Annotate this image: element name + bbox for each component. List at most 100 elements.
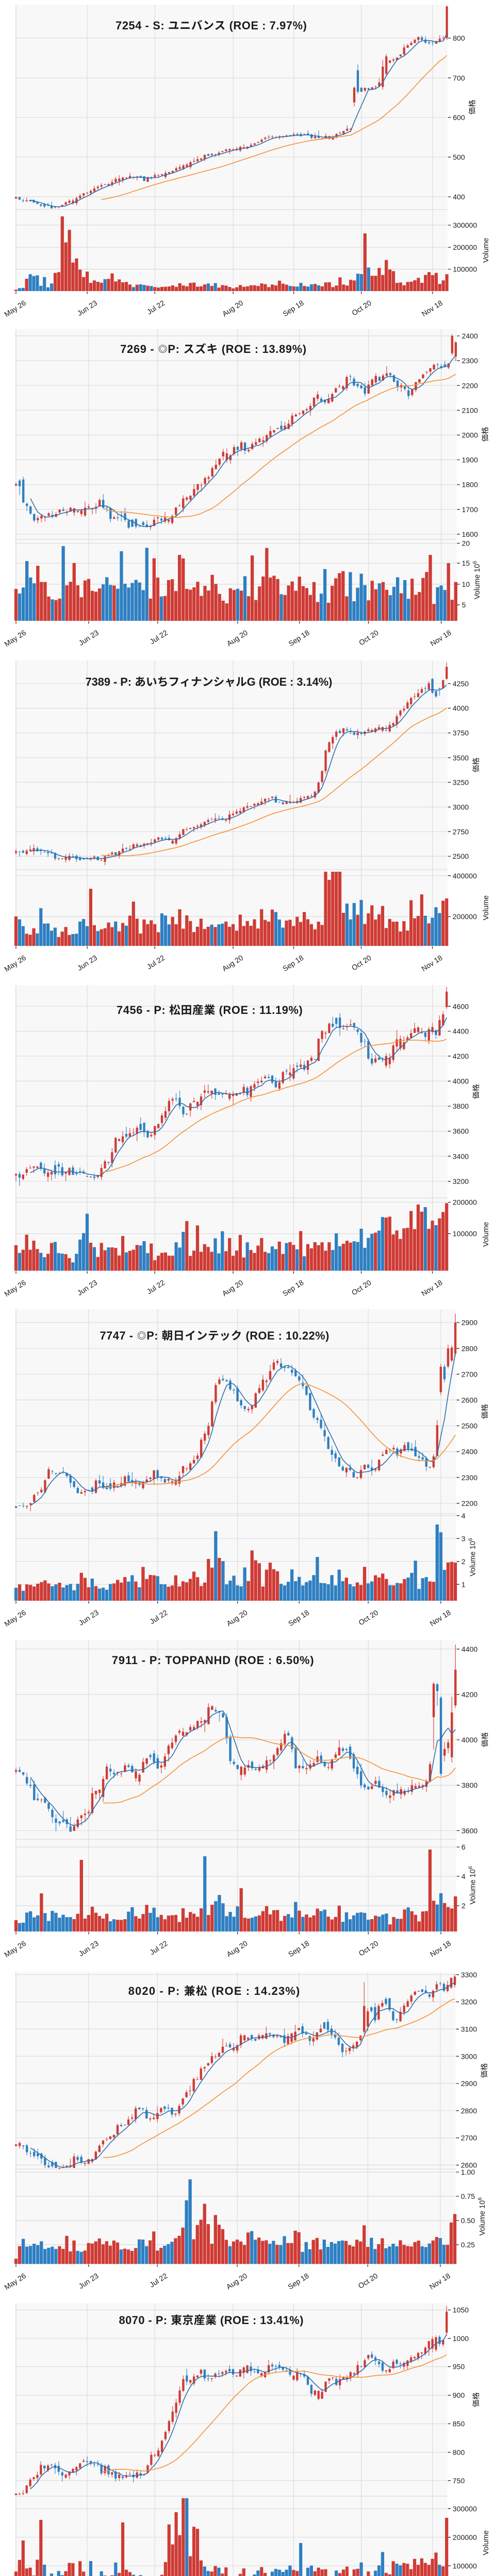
svg-text:2400: 2400: [461, 1448, 478, 1456]
svg-text:Volume: Volume: [482, 2530, 490, 2555]
svg-text:4000: 4000: [453, 704, 469, 713]
svg-text:15: 15: [462, 559, 470, 567]
svg-text:(ROE : 13.89%): (ROE : 13.89%): [218, 343, 307, 355]
svg-text:2750: 2750: [453, 827, 469, 836]
svg-text:4200: 4200: [461, 1690, 478, 1699]
svg-text:0.25: 0.25: [461, 2241, 475, 2249]
svg-text:10: 10: [462, 580, 470, 588]
svg-text:1800: 1800: [462, 481, 478, 489]
svg-text:3250: 3250: [453, 778, 469, 787]
svg-text:1000: 1000: [453, 2334, 469, 2343]
svg-text:20: 20: [462, 539, 470, 548]
svg-text:4250: 4250: [453, 680, 469, 688]
svg-text:2600: 2600: [461, 1396, 478, 1404]
svg-text:7747 -: 7747 -: [100, 1329, 137, 1342]
svg-text:1700: 1700: [462, 505, 478, 514]
svg-text:P:: P:: [168, 343, 183, 355]
svg-text:3750: 3750: [453, 729, 469, 737]
svg-text:0.50: 0.50: [461, 2216, 475, 2225]
svg-text:P:: P:: [146, 1329, 161, 1342]
svg-text:3500: 3500: [453, 754, 469, 762]
svg-text:100000: 100000: [453, 2562, 477, 2570]
svg-text:200000: 200000: [453, 1198, 477, 1207]
svg-text:1600: 1600: [462, 530, 478, 538]
svg-text:800: 800: [453, 2448, 465, 2456]
svg-text:2800: 2800: [461, 2107, 477, 2115]
svg-text:1: 1: [461, 1580, 466, 1588]
svg-text:7254 - S:: 7254 - S:: [116, 19, 168, 32]
svg-text:4400: 4400: [461, 1645, 478, 1653]
svg-text:4000: 4000: [461, 1736, 478, 1744]
svg-text:3300: 3300: [461, 1971, 477, 1979]
svg-text:3200: 3200: [453, 1177, 469, 1185]
svg-text:2400: 2400: [462, 332, 478, 340]
svg-text:300000: 300000: [453, 2504, 477, 2513]
svg-text:2700: 2700: [461, 1370, 478, 1378]
svg-text:600: 600: [453, 113, 465, 122]
svg-text:400: 400: [453, 193, 465, 201]
svg-text:4600: 4600: [453, 1002, 469, 1010]
svg-text:(ROE : 14.23%): (ROE : 14.23%): [208, 1985, 301, 1997]
svg-text:4: 4: [461, 1872, 466, 1880]
svg-text:3000: 3000: [453, 803, 469, 811]
svg-text:750: 750: [453, 2477, 465, 2485]
svg-text:Volume: Volume: [482, 1222, 490, 1247]
svg-text:1.00: 1.00: [461, 2168, 475, 2176]
svg-text:1900: 1900: [462, 456, 478, 464]
svg-text:400000: 400000: [453, 872, 477, 880]
svg-text:3000: 3000: [461, 2052, 477, 2060]
svg-text:Volume 106: Volume 106: [477, 2197, 487, 2236]
svg-text:3600: 3600: [461, 1826, 478, 1835]
svg-text:7911 - P: TOPPANHD (ROE : 6.50: 7911 - P: TOPPANHD (ROE : 6.50%): [112, 1654, 315, 1667]
svg-text:100000: 100000: [453, 1230, 477, 1238]
svg-text:200000: 200000: [453, 912, 477, 921]
svg-text:300000: 300000: [453, 221, 477, 229]
svg-text:2300: 2300: [461, 1473, 478, 1482]
svg-text:G (ROE : 3.14%): G (ROE : 3.14%): [247, 675, 333, 688]
svg-text:(ROE : 11.19%): (ROE : 11.19%): [216, 1004, 303, 1016]
svg-text:(ROE : 10.22%): (ROE : 10.22%): [242, 1329, 329, 1342]
svg-text:800: 800: [453, 34, 465, 42]
svg-text:4400: 4400: [453, 1027, 469, 1036]
svg-text:(ROE : 13.41%): (ROE : 13.41%): [217, 2314, 304, 2327]
svg-text:2000: 2000: [462, 431, 478, 439]
svg-text:7456 - P:: 7456 - P:: [117, 1004, 169, 1016]
svg-text:850: 850: [453, 2420, 465, 2428]
svg-text:3800: 3800: [453, 1102, 469, 1110]
svg-text:2700: 2700: [461, 2134, 477, 2142]
svg-text:4200: 4200: [453, 1052, 469, 1060]
svg-text:3200: 3200: [461, 1998, 477, 2006]
svg-text:500: 500: [453, 153, 465, 161]
svg-text:2900: 2900: [461, 2079, 477, 2088]
svg-text:7269 -: 7269 -: [120, 343, 158, 355]
svg-text:900: 900: [453, 2391, 465, 2399]
svg-text:3600: 3600: [453, 1127, 469, 1136]
svg-text:2600: 2600: [461, 2161, 477, 2170]
svg-text:2200: 2200: [461, 1499, 478, 1507]
svg-text:7389 - P:: 7389 - P:: [86, 675, 135, 688]
svg-text:0.75: 0.75: [461, 2192, 475, 2200]
svg-text:Volume 106: Volume 106: [472, 561, 482, 600]
svg-text:6: 6: [461, 1843, 466, 1851]
svg-text:2300: 2300: [462, 357, 478, 365]
svg-text:Volume 106: Volume 106: [468, 1866, 477, 1905]
svg-text:8020 - P:: 8020 - P:: [128, 1985, 184, 1997]
svg-text:3100: 3100: [461, 2025, 477, 2033]
svg-text:200000: 200000: [453, 2533, 477, 2541]
svg-text:2500: 2500: [453, 852, 469, 860]
svg-text:2500: 2500: [461, 1422, 478, 1430]
svg-text:200000: 200000: [453, 243, 477, 251]
svg-text:2800: 2800: [461, 1344, 478, 1352]
svg-text:8070 - P:: 8070 - P:: [119, 2314, 171, 2327]
svg-text:100000: 100000: [453, 265, 477, 274]
svg-text:(ROE : 7.97%): (ROE : 7.97%): [226, 19, 307, 32]
svg-text:3800: 3800: [461, 1781, 478, 1789]
svg-text:950: 950: [453, 2363, 465, 2371]
svg-text:4: 4: [461, 1512, 466, 1520]
svg-text:3: 3: [461, 1534, 466, 1543]
svg-text:2900: 2900: [461, 1318, 478, 1327]
svg-text:3400: 3400: [453, 1152, 469, 1160]
svg-text:2100: 2100: [462, 406, 478, 414]
svg-text:2: 2: [461, 1557, 466, 1566]
svg-text:1050: 1050: [453, 2306, 469, 2314]
